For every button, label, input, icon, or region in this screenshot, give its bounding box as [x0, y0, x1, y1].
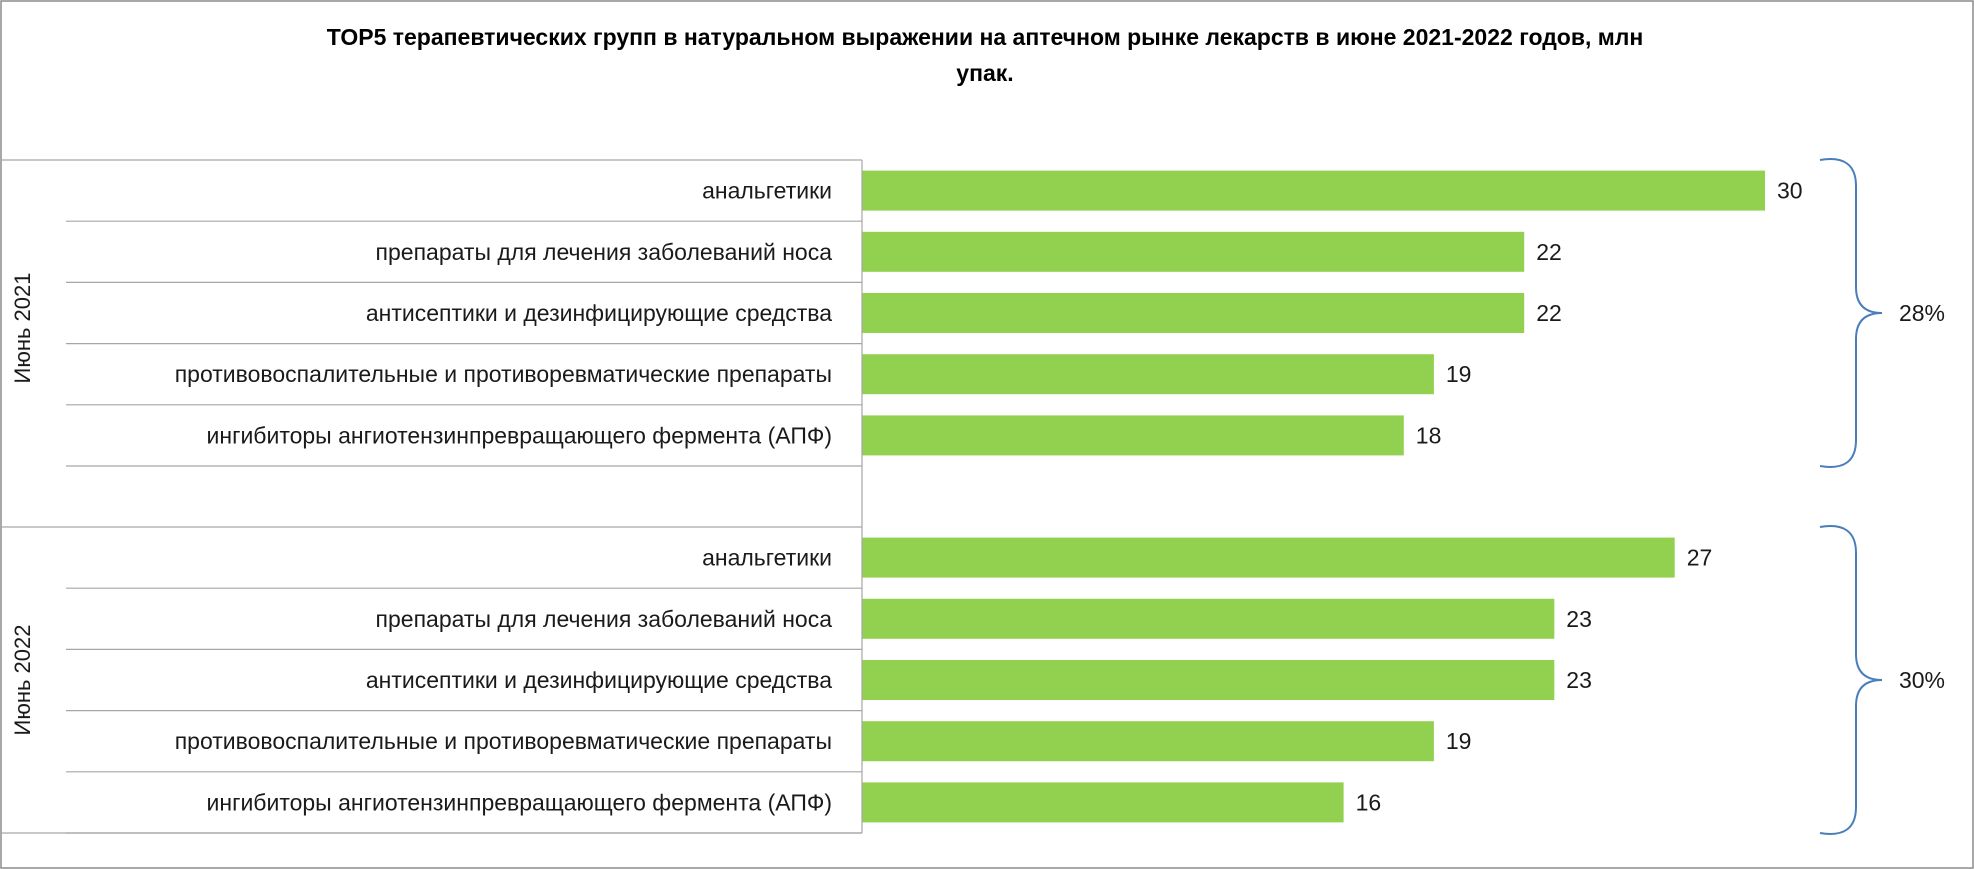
group-share-label: 28% — [1899, 300, 1945, 326]
category-label: ингибиторы ангиотензинпревращающего ферм… — [207, 422, 832, 448]
data-label: 30 — [1777, 178, 1803, 204]
bar — [862, 660, 1555, 700]
data-label: 27 — [1687, 545, 1713, 571]
bar — [862, 721, 1434, 762]
data-label: 23 — [1566, 667, 1592, 693]
data-label: 22 — [1536, 300, 1562, 326]
bar — [862, 537, 1675, 578]
bar — [862, 170, 1765, 211]
bar — [862, 415, 1404, 456]
category-label: анальгетики — [702, 545, 832, 571]
category-label: противовоспалительные и противоревматиче… — [175, 361, 832, 387]
group-share-label: 30% — [1899, 667, 1945, 693]
category-label: антисептики и дезинфицирующие средства — [366, 667, 832, 693]
bar — [862, 782, 1344, 823]
bar — [862, 231, 1525, 272]
bar — [862, 293, 1525, 333]
data-label: 23 — [1566, 606, 1592, 632]
group-bracket — [1819, 525, 1883, 835]
data-label: 19 — [1446, 361, 1472, 387]
group-label: Июнь 2022 — [10, 625, 35, 736]
bar — [862, 354, 1434, 395]
data-label: 19 — [1446, 728, 1472, 754]
category-label: анальгетики — [702, 178, 832, 204]
data-label: 22 — [1536, 239, 1562, 265]
category-label: противовоспалительные и противоревматиче… — [175, 728, 832, 754]
data-label: 18 — [1416, 422, 1442, 448]
bar — [862, 598, 1555, 639]
group-label: Июнь 2021 — [10, 273, 35, 384]
plot-area: Июнь 2021 анальгетики 30 препараты для лече… — [0, 158, 1945, 835]
chart-title-line-1: TOP5 терапевтических групп в натуральном… — [327, 24, 1644, 50]
category-label: препараты для лечения заболеваний носа — [376, 239, 833, 265]
chart-title-line-2: упак. — [956, 60, 1013, 86]
category-label: ингибиторы ангиотензинпревращающего ферм… — [207, 789, 832, 815]
data-label: 16 — [1356, 789, 1382, 815]
group-bracket — [1819, 158, 1883, 468]
category-label: антисептики и дезинфицирующие средства — [366, 300, 832, 326]
category-label: препараты для лечения заболеваний носа — [376, 606, 833, 632]
